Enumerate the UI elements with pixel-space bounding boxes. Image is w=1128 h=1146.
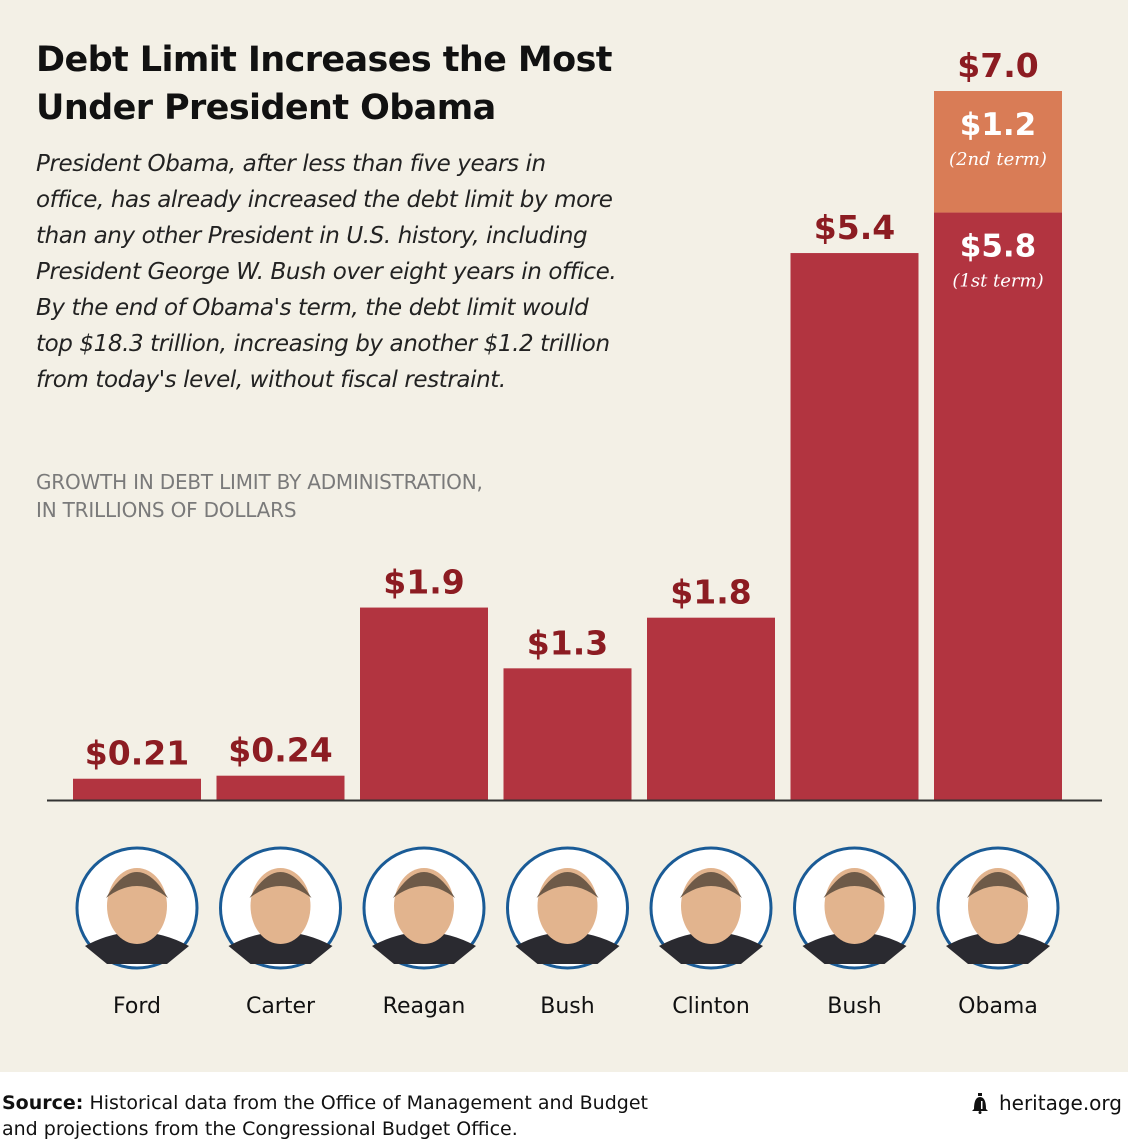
source-note: Source: Historical data from the Office … xyxy=(2,1090,702,1142)
description-line: top $18.3 trillion, increasing by anothe… xyxy=(36,331,610,357)
source-text-line-1: Historical data from the Office of Manag… xyxy=(89,1092,648,1114)
segment-note-label: (1st term) xyxy=(952,271,1043,292)
subtitle-line-1: GROWTH IN DEBT LIMIT BY ADMINISTRATION, xyxy=(36,470,483,494)
bar-ford xyxy=(73,778,201,800)
description-line: President George W. Bush over eight year… xyxy=(36,259,617,285)
portrait-hair xyxy=(106,872,168,898)
title-line-1: Debt Limit Increases the Most xyxy=(36,40,613,80)
subtitle-line-2: IN TRILLIONS OF DOLLARS xyxy=(36,498,297,522)
source-label: Source: xyxy=(2,1092,84,1114)
description-line: President Obama, after less than five ye… xyxy=(36,151,546,177)
brand[interactable]: heritage.org xyxy=(969,1090,1122,1116)
president-name: Ford xyxy=(113,994,161,1019)
portrait-suit xyxy=(228,932,333,964)
bar-bush xyxy=(503,668,632,800)
description-line: than any other President in U.S. history… xyxy=(36,223,588,249)
president-name: Obama xyxy=(958,994,1038,1019)
bar-clinton xyxy=(647,617,775,800)
segment-value-label: $5.8 xyxy=(960,229,1037,265)
description-line: office, has already increased the debt l… xyxy=(36,187,613,213)
description-line: By the end of Obama's term, the debt lim… xyxy=(36,295,589,321)
chart-panel: Debt Limit Increases the Most Under Pres… xyxy=(0,0,1128,1072)
description-line: from today's level, without fiscal restr… xyxy=(36,367,506,393)
portrait-suit xyxy=(659,932,763,964)
title-line-2: Under President Obama xyxy=(36,88,496,128)
portrait-hair xyxy=(967,872,1029,898)
portrait-suit xyxy=(85,932,189,964)
bar-bush xyxy=(790,253,919,801)
value-label: $7.0 xyxy=(957,46,1038,85)
bar-segment-2nd-term xyxy=(934,91,1062,213)
portrait-suit xyxy=(946,932,1050,964)
president-name: Bush xyxy=(540,994,594,1019)
source-text-line-2: and projections from the Congressional B… xyxy=(2,1118,518,1140)
portrait-hair xyxy=(249,872,312,898)
portrait-suit xyxy=(372,932,476,964)
value-label: $1.8 xyxy=(670,573,751,612)
portrait-hair xyxy=(393,872,455,898)
footer: Source: Historical data from the Office … xyxy=(0,1088,1128,1146)
bar-obama xyxy=(934,212,1062,801)
description: President Obama, after less than five ye… xyxy=(36,146,636,398)
bar-chart: $0.21 $0.24 $1.9 $1.3 $1.8 $5.4 $7.0 $5.8 (1st t… xyxy=(47,46,1102,1019)
bar-reagan xyxy=(360,607,488,800)
portrait-hair xyxy=(536,872,599,898)
president-name: Reagan xyxy=(383,994,466,1019)
liberty-bell-icon xyxy=(971,1093,988,1114)
president-name: Carter xyxy=(246,994,316,1019)
president-name: Clinton xyxy=(672,994,750,1019)
chart-subtitle: GROWTH IN DEBT LIMIT BY ADMINISTRATION, … xyxy=(36,468,596,524)
brand-link[interactable]: heritage.org xyxy=(998,1091,1122,1115)
portrait-suit xyxy=(515,932,620,964)
value-label: $0.21 xyxy=(85,734,189,773)
president-name: Bush xyxy=(827,994,881,1019)
portrait-hair xyxy=(823,872,886,898)
value-label: $5.4 xyxy=(814,208,895,247)
portrait-hair xyxy=(680,872,742,898)
value-label: $1.9 xyxy=(383,563,464,602)
bar-carter xyxy=(216,775,345,800)
segment-note-label: (2nd term) xyxy=(949,149,1047,170)
value-label: $1.3 xyxy=(527,623,608,662)
portrait-suit xyxy=(802,932,907,964)
page-title: Debt Limit Increases the Most Under Pres… xyxy=(36,36,676,132)
value-label: $0.24 xyxy=(228,731,332,770)
segment-value-label: $1.2 xyxy=(960,107,1037,143)
